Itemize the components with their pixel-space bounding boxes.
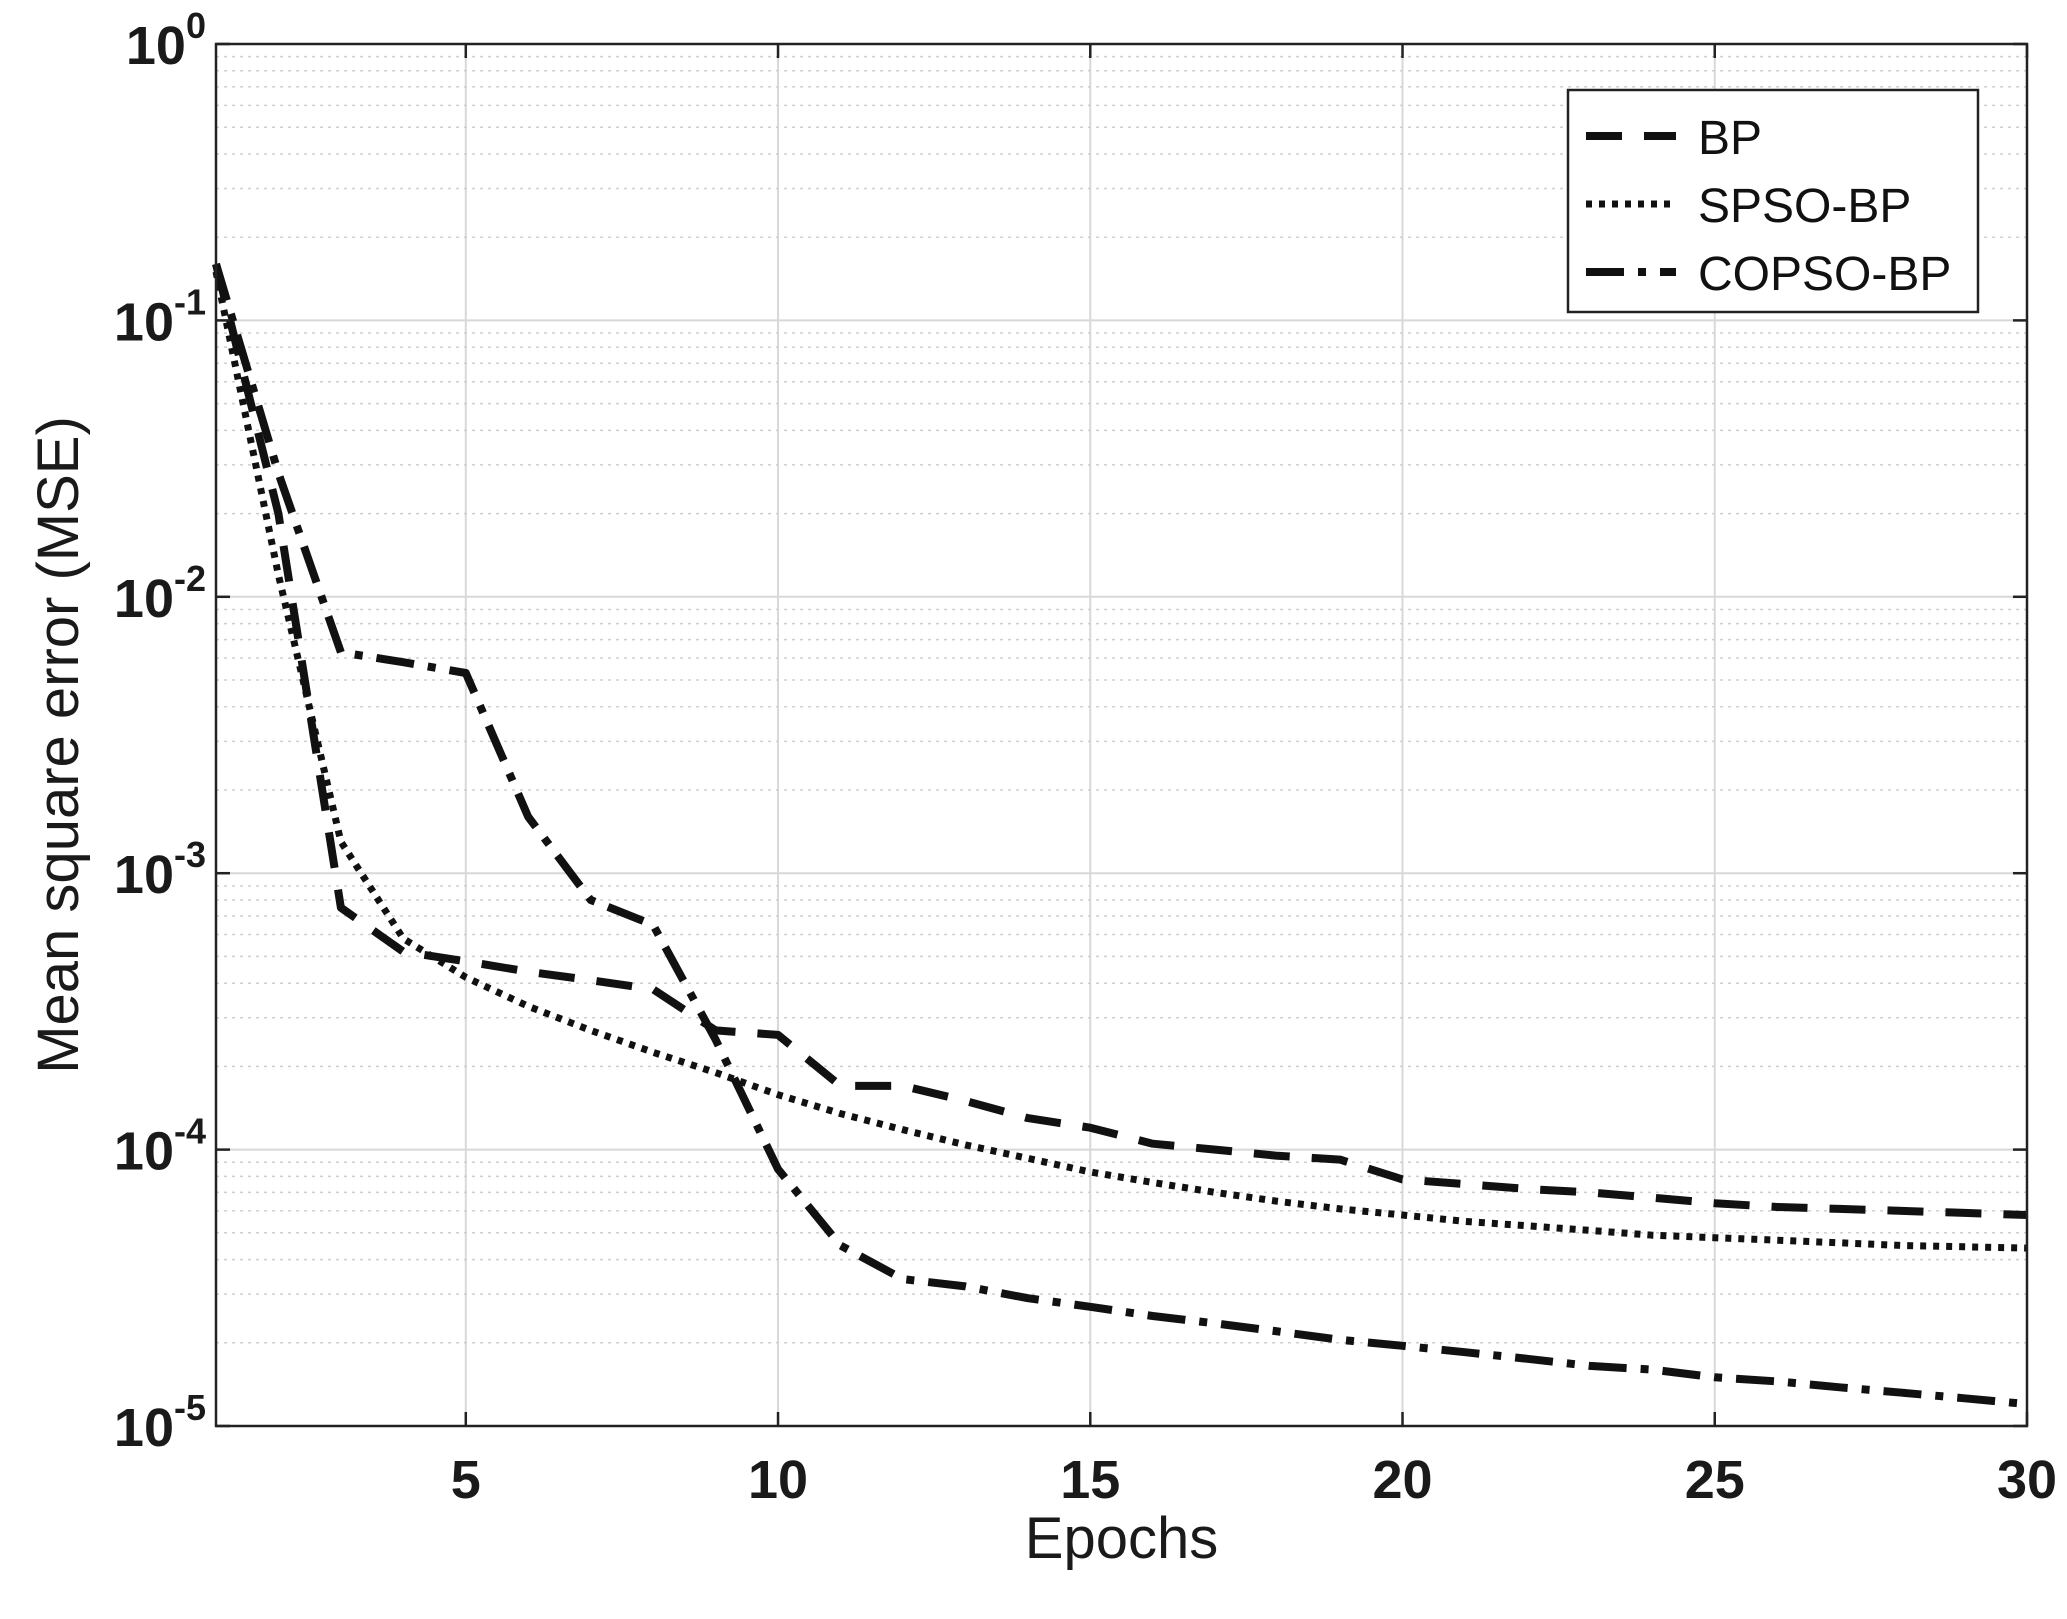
y-tick-label: 100 (126, 5, 206, 76)
x-tick-label: 15 (1060, 1450, 1120, 1510)
legend-label-spso-bp: SPSO-BP (1698, 180, 1911, 233)
series-line-spso-bp (212, 270, 2028, 1252)
y-axis-ticks: 10-5 10-4 10-3 10-2 10-1 100 (114, 5, 2027, 1458)
x-tick-label: 10 (748, 1450, 808, 1510)
y-tick-label: 10-4 (114, 1111, 206, 1182)
y-tick-label: 10-1 (114, 281, 206, 352)
legend-box (1566, 88, 1980, 314)
x-axis-label: Epochs (1025, 1506, 1218, 1571)
x-tick-label: 25 (1685, 1450, 1745, 1510)
legend-items: BP SPSO-BP COPSO-BP (1586, 112, 1951, 301)
y-tick-label: 10-3 (114, 834, 206, 905)
x-tick-label: 5 (451, 1450, 481, 1510)
x-tick-label: 20 (1372, 1450, 1432, 1510)
legend-label-bp: BP (1698, 112, 1762, 165)
series-lines (212, 262, 2028, 1409)
y-tick-label: 10-5 (114, 1387, 206, 1458)
plot-frame (214, 42, 2029, 1428)
legend: BP SPSO-BP COPSO-BP (1566, 88, 1980, 314)
y-tick-label: 10-2 (114, 558, 206, 629)
x-tick-label: 30 (1997, 1450, 2057, 1510)
legend-label-copso-bp: COPSO-BP (1698, 248, 1951, 301)
x-axis-ticks: 5 10 15 20 25 30 (451, 44, 2057, 1510)
y-axis-label: Mean square error (MSE) (26, 416, 91, 1074)
series-line-bp (212, 263, 2028, 1219)
